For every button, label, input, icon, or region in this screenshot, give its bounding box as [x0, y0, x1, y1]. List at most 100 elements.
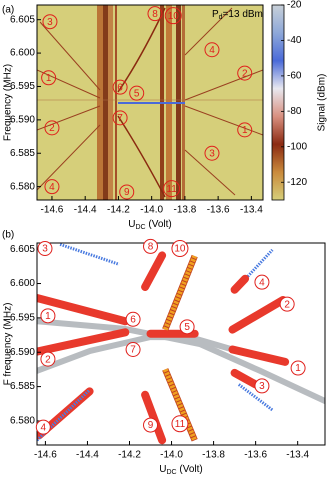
x-label-sub: DC [166, 469, 176, 476]
annotation: 8 [148, 242, 154, 253]
heatmap-stripe [97, 5, 103, 200]
annotation: 8 [152, 9, 158, 20]
series-line [228, 345, 290, 366]
plot-area [37, 5, 263, 200]
heatmap-stripe [108, 5, 113, 200]
x-tick-label: -14.0 [140, 205, 163, 216]
heatmap-stripe [103, 5, 108, 200]
annotation-circle [143, 417, 159, 433]
series-line [141, 390, 167, 445]
heatmap-trace [184, 105, 263, 136]
annotation: 10 [168, 11, 180, 22]
annotation-circle [164, 7, 182, 25]
annotation-circle [254, 378, 270, 394]
y-tick-label: 6.580 [10, 416, 35, 427]
annotation-circle [40, 308, 56, 324]
colorbar-tick-label: -20 [287, 0, 302, 11]
y-axis-label: Frequency (MHz) [3, 64, 14, 141]
y-tick-label: 6.585 [10, 381, 35, 392]
annotation: 1 [45, 311, 51, 322]
annotation-circle [171, 239, 189, 257]
annotation: 1 [46, 73, 52, 84]
heatmap-trace [184, 69, 263, 101]
annotation-circle [163, 180, 181, 198]
colorbar-tick-label: -100 [287, 141, 307, 152]
annotation: 2 [45, 354, 51, 365]
annotation: 6 [130, 314, 136, 325]
annotation-circle [112, 79, 128, 95]
x-tick-label: -14.4 [74, 205, 97, 216]
x-label-rest: (Volt) [146, 219, 172, 230]
x-tick-label: -14.2 [118, 450, 141, 461]
y-tick-label: 6.600 [10, 48, 35, 59]
y-tick-label: 6.605 [10, 14, 35, 25]
y-tick-label: 6.585 [10, 148, 35, 159]
annotation: 7 [117, 113, 123, 124]
note-rest: =13 dBm [223, 9, 263, 20]
colorbar-label: Signal (dBm) [317, 74, 328, 132]
annotation: 2 [242, 68, 248, 79]
annotation-circle [179, 319, 195, 335]
annotation-circle [143, 238, 159, 254]
y-tick-label: 6.595 [10, 81, 35, 92]
x-label-rest: (Volt) [177, 464, 203, 475]
annotation: 11 [175, 419, 186, 430]
y-tick-label: 6.595 [10, 313, 35, 324]
x-tick-label: -13.6 [207, 205, 230, 216]
x-tick-label: -13.8 [173, 205, 196, 216]
annotation-circle [237, 65, 253, 81]
panel-label: (a) [2, 5, 14, 16]
annotation: 5 [134, 88, 140, 99]
heatmap-trace [37, 69, 101, 99]
annotation: 1 [242, 125, 248, 136]
x-tick-label: -13.6 [244, 450, 267, 461]
annotation-circle [125, 341, 141, 357]
colorbar-tick-label: -60 [287, 71, 302, 82]
annotation-circle [119, 184, 135, 200]
series-line [162, 255, 198, 331]
heatmap-stripe [115, 5, 117, 200]
series-line [230, 274, 250, 294]
heatmap-trace [117, 115, 166, 198]
annotation: 4 [259, 277, 265, 288]
annotation: 6 [117, 82, 123, 93]
x-label-main: U [159, 464, 166, 475]
series-line [237, 383, 274, 412]
y-tick-label: 6.605 [10, 244, 35, 255]
annotation: 4 [41, 422, 47, 433]
x-label-sub: DC [135, 224, 145, 231]
annotation-circle [112, 110, 128, 126]
y-tick-label: 6.600 [10, 278, 35, 289]
annotation-circle [204, 42, 220, 58]
heatmap-trace [37, 105, 101, 131]
annotation-circle [237, 122, 253, 138]
x-tick-label: -14.4 [76, 450, 99, 461]
y-tick-label: 6.590 [10, 347, 35, 358]
x-tick-label: -13.4 [240, 205, 263, 216]
series-line [162, 368, 198, 442]
power-note: Pd=13 dBm [212, 9, 263, 21]
heatmap-trace [37, 124, 101, 191]
annotation-circle [44, 179, 60, 195]
annotation-circle [42, 14, 58, 30]
annotation-circle [125, 311, 141, 327]
annotation-circle [204, 145, 220, 161]
annotation: 4 [209, 45, 215, 56]
annotation-circle [254, 274, 270, 290]
plot-frame [36, 4, 264, 201]
heatmap-trace [184, 7, 233, 56]
colorbar [271, 4, 285, 201]
annotation-circle [40, 351, 56, 367]
annotation: 4 [49, 182, 55, 193]
note-sub: d [219, 14, 223, 21]
x-tick-label: -14.6 [41, 205, 64, 216]
series-line [141, 251, 167, 291]
annotation-circle [44, 120, 60, 136]
heatmap-trace [39, 21, 101, 91]
series-line [59, 243, 120, 266]
annotation: 3 [47, 17, 53, 28]
annotation: 3 [209, 148, 215, 159]
x-tick-label: -14.0 [160, 450, 183, 461]
colorbar-tick-label: -40 [287, 35, 302, 46]
